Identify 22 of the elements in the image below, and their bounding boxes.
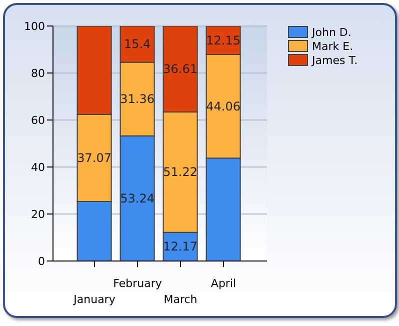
data-label: 31.36 (120, 92, 154, 106)
x-tick-label: January (72, 293, 116, 306)
x-tick-label: February (113, 277, 162, 290)
data-label: 12.15 (206, 33, 240, 48)
data-label: 44.06 (206, 99, 240, 114)
x-tick-label: March (164, 293, 198, 306)
legend-label: John D. (312, 26, 352, 38)
legend-label: James T. (312, 54, 358, 66)
data-label: 12.17 (163, 240, 198, 254)
y-tick-label: 0 (38, 254, 45, 268)
data-label: 15.4 (124, 37, 151, 52)
data-label: 53.24 (120, 191, 154, 206)
y-tick-label: 60 (31, 114, 45, 127)
x-tick-label: April (210, 277, 236, 290)
legend-label: Mark E. (312, 40, 354, 52)
data-label: 36.61 (163, 62, 198, 76)
y-tick-label: 100 (24, 20, 45, 33)
data-label: 51.22 (163, 165, 198, 180)
y-tick-label: 20 (31, 208, 45, 221)
data-label: 37.07 (77, 150, 112, 165)
y-tick-label: 80 (31, 66, 45, 80)
y-tick-label: 40 (31, 160, 45, 174)
